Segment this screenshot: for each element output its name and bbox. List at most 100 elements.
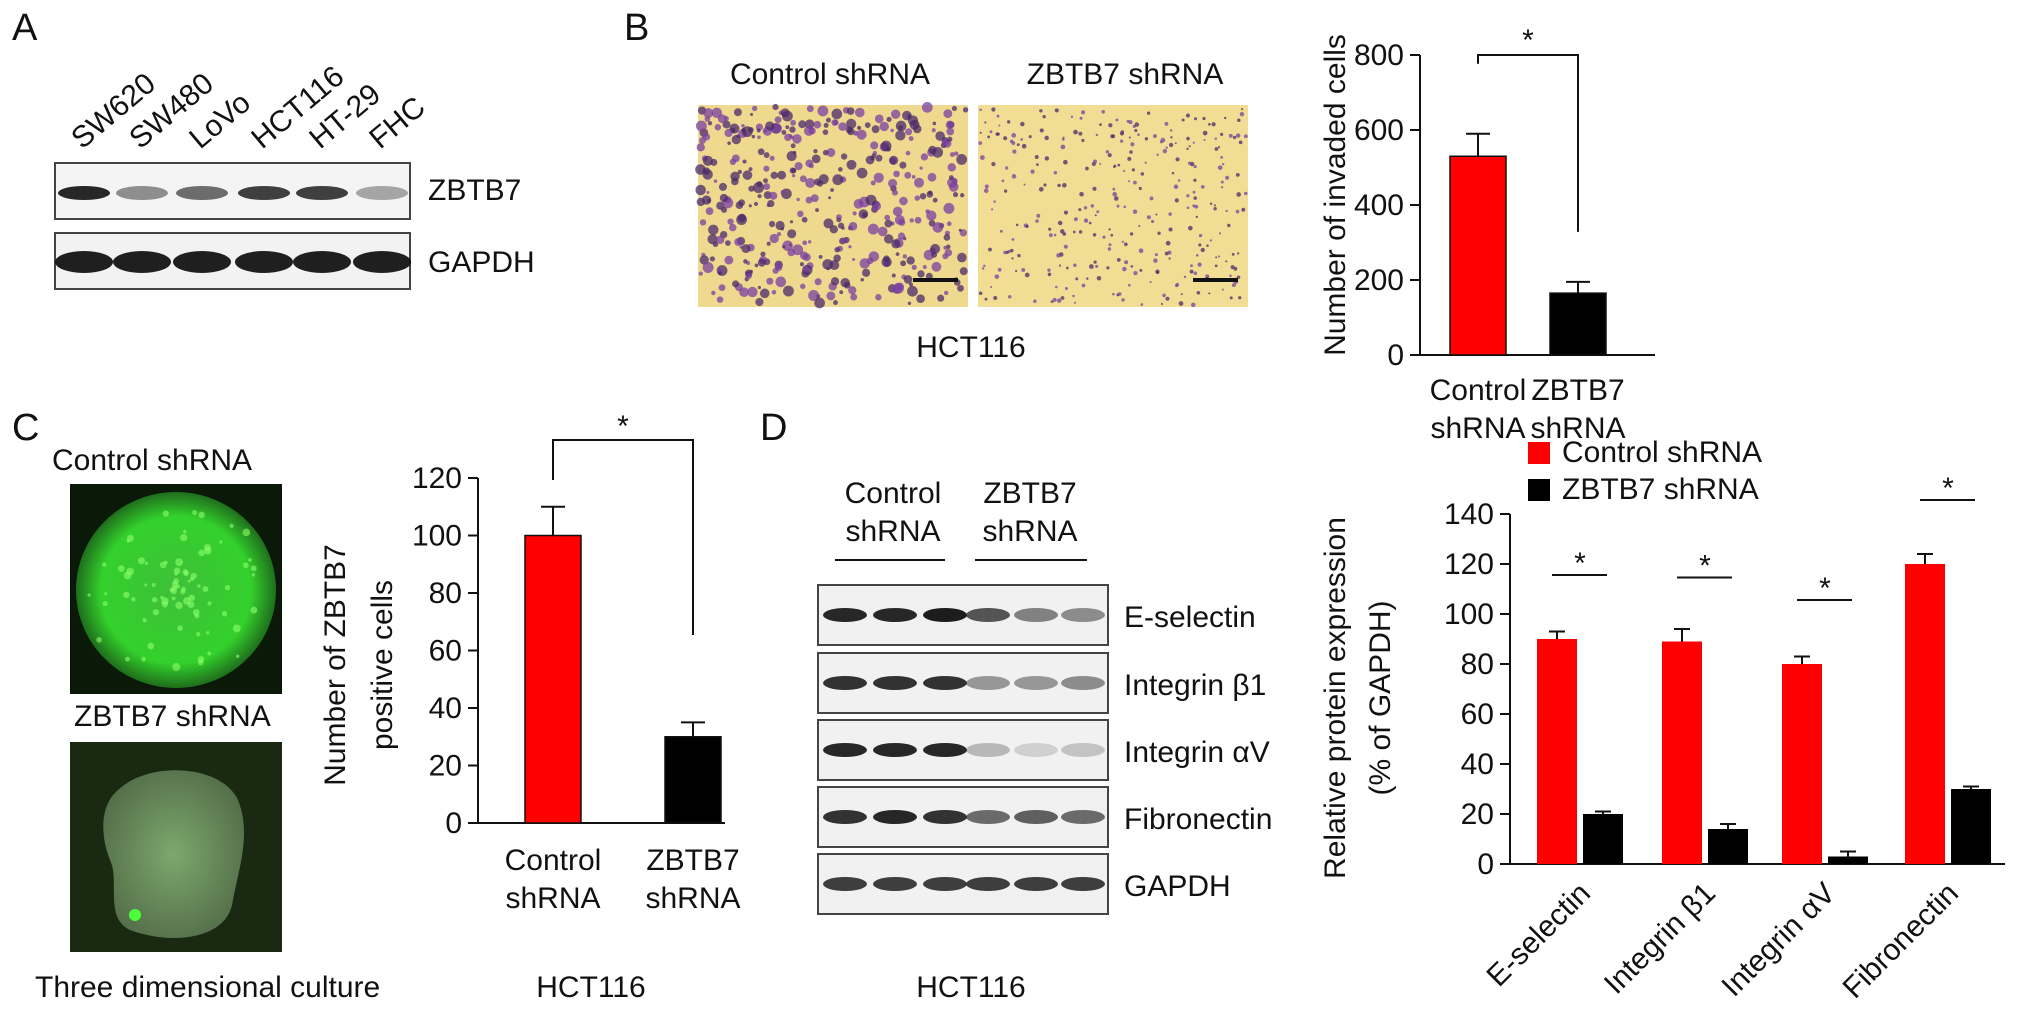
band <box>873 877 917 891</box>
stained-cell <box>767 199 775 208</box>
stained-cell <box>931 261 942 272</box>
stained-cell <box>1195 254 1199 257</box>
speckle <box>151 582 156 588</box>
stained-cell <box>745 272 752 280</box>
speckle <box>147 642 155 650</box>
stained-cell <box>706 190 710 194</box>
stained-cell <box>920 153 929 161</box>
stained-cell <box>806 105 814 113</box>
stained-cell <box>902 110 912 121</box>
stained-cell <box>695 184 706 196</box>
stained-cell <box>996 132 1000 136</box>
stained-cell <box>782 240 793 252</box>
speckle <box>151 597 158 603</box>
stained-cell <box>790 135 794 140</box>
band <box>293 251 351 273</box>
stained-cell <box>1007 295 1012 299</box>
y-axis-label: (% of GAPDH) <box>1364 600 1397 795</box>
band <box>966 743 1010 757</box>
bar <box>664 736 722 824</box>
stained-cell <box>763 165 770 172</box>
band <box>1061 743 1105 757</box>
stained-cell <box>932 121 937 126</box>
legend-swatch <box>1528 442 1550 464</box>
stained-cell <box>807 240 812 244</box>
stained-cell <box>1062 182 1067 188</box>
stained-cell <box>1138 225 1141 228</box>
stained-cell <box>946 127 955 136</box>
stained-cell <box>790 119 797 126</box>
stained-cell <box>946 221 952 227</box>
stained-cell <box>1057 183 1061 188</box>
stained-cell <box>1168 212 1172 216</box>
stained-cell <box>1056 253 1061 258</box>
stained-cell <box>1124 260 1129 265</box>
stained-cell <box>875 294 882 301</box>
stained-cell <box>1081 283 1086 288</box>
stained-cell <box>875 154 883 162</box>
stained-cell <box>708 224 719 235</box>
stained-cell <box>979 108 982 112</box>
stained-cell <box>1171 171 1175 175</box>
stained-cell <box>1239 112 1245 117</box>
stained-cell <box>1078 208 1082 212</box>
blot-label-zbtb7: ZBTB7 <box>428 174 521 207</box>
stained-cell <box>1229 274 1232 278</box>
stained-cell <box>805 196 813 204</box>
stained-cell <box>775 276 787 288</box>
speckle <box>126 539 131 543</box>
bar <box>1708 829 1748 864</box>
speckle <box>174 572 178 576</box>
stained-cell <box>739 287 749 297</box>
significance-bracket <box>552 439 694 635</box>
stained-cell <box>1160 137 1166 143</box>
speckle <box>219 540 223 544</box>
band <box>58 186 110 200</box>
speckle <box>207 651 212 656</box>
stained-cell <box>1039 109 1043 113</box>
stained-cell <box>1078 131 1083 136</box>
stained-cell <box>1181 118 1185 122</box>
stained-cell <box>856 167 868 179</box>
stained-cell <box>914 216 922 224</box>
stained-cell <box>703 108 714 118</box>
stained-cell <box>817 105 829 117</box>
speckle <box>250 565 257 572</box>
stained-cell <box>1164 121 1169 126</box>
stained-cell <box>883 234 894 244</box>
speckle <box>104 592 108 596</box>
stained-cell <box>696 143 705 152</box>
stained-cell <box>1123 169 1126 173</box>
stained-cell <box>803 125 814 136</box>
stained-cell <box>1053 233 1057 237</box>
stained-cell <box>930 243 941 254</box>
stained-cell <box>1236 192 1241 197</box>
stained-cell <box>903 275 913 284</box>
band <box>1014 810 1058 824</box>
stained-cell <box>727 218 734 225</box>
stained-cell <box>911 264 917 270</box>
y-tick-label: 40 <box>429 692 462 725</box>
stained-cell <box>886 147 891 152</box>
band <box>1014 877 1058 891</box>
stained-cell <box>1044 135 1049 141</box>
y-tick-label: 0 <box>445 807 462 840</box>
stained-cell <box>1188 225 1193 231</box>
speckle <box>171 581 179 588</box>
stained-cell <box>1225 175 1230 180</box>
stained-cell <box>1174 198 1179 203</box>
significance-marker: * <box>1574 547 1586 580</box>
stained-cell <box>763 183 771 191</box>
stained-cell <box>718 284 726 292</box>
stained-cell <box>983 264 986 268</box>
image-label-zbtb7: ZBTB7 shRNA <box>1027 58 1224 91</box>
cell-line-label-c: HCT116 <box>536 971 645 1004</box>
stained-cell <box>1180 293 1183 296</box>
y-axis-label: positive cells <box>366 580 399 750</box>
stained-cell <box>1200 185 1205 189</box>
stained-cell <box>775 220 785 231</box>
stained-cell <box>1191 302 1196 308</box>
stained-cell <box>988 247 992 252</box>
stained-cell <box>987 135 991 139</box>
stained-cell <box>721 206 728 213</box>
